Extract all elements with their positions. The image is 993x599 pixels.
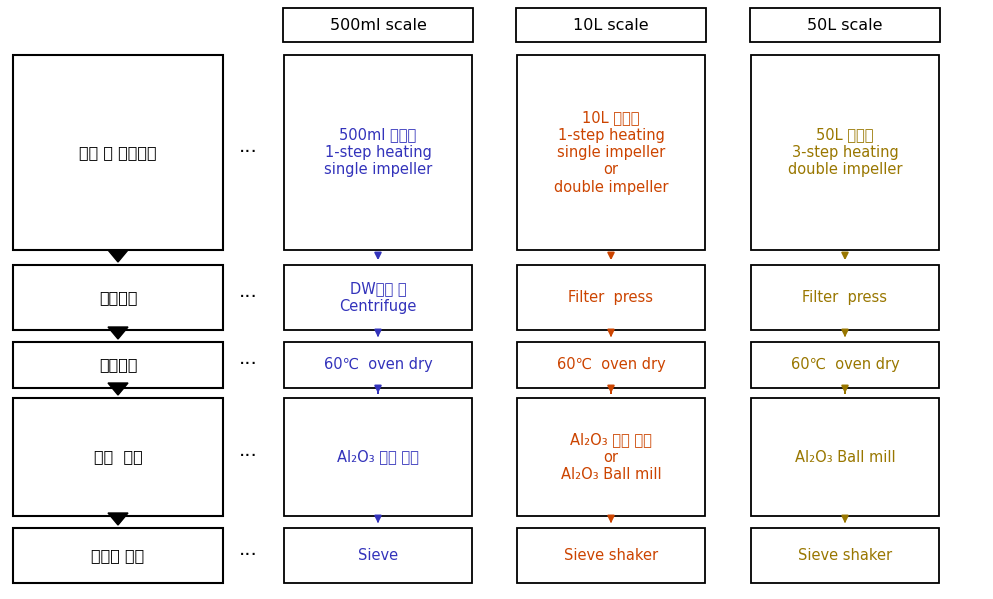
Text: ···: ··· — [238, 447, 257, 467]
Text: Sieve: Sieve — [357, 548, 398, 563]
Bar — [751, 342, 939, 388]
Bar — [13, 342, 223, 388]
Polygon shape — [108, 327, 128, 339]
Text: 건조공정: 건조공정 — [98, 358, 137, 373]
Bar — [283, 8, 473, 42]
Bar — [284, 528, 472, 583]
Text: 세첵공정: 세첵공정 — [98, 290, 137, 305]
Text: Al₂O₃ 유발 분쁼: Al₂O₃ 유발 분쁼 — [337, 449, 419, 464]
Polygon shape — [108, 250, 128, 262]
Text: 60℃  oven dry: 60℃ oven dry — [324, 358, 432, 373]
Text: 혼합 및 숙성공정: 혼합 및 숙성공정 — [79, 145, 157, 160]
Text: DW세첵 및
Centrifuge: DW세첵 및 Centrifuge — [340, 282, 417, 314]
Text: ···: ··· — [238, 355, 257, 374]
Text: 분쁼  공정: 분쁼 공정 — [93, 449, 142, 464]
Bar — [750, 8, 940, 42]
Bar — [284, 398, 472, 516]
Bar — [517, 342, 705, 388]
Text: 500ml scale: 500ml scale — [330, 17, 426, 32]
Text: 50L 반응조
3-step heating
double impeller: 50L 반응조 3-step heating double impeller — [787, 128, 903, 177]
Bar — [284, 265, 472, 330]
Text: Filter  press: Filter press — [802, 290, 888, 305]
Bar — [751, 528, 939, 583]
Text: Sieve shaker: Sieve shaker — [564, 548, 658, 563]
Text: 60℃  oven dry: 60℃ oven dry — [790, 358, 900, 373]
Text: 50L scale: 50L scale — [807, 17, 883, 32]
Text: 10L 반응조
1-step heating
single impeller
or
double impeller: 10L 반응조 1-step heating single impeller o… — [554, 110, 668, 195]
Text: Filter  press: Filter press — [569, 290, 653, 305]
Polygon shape — [108, 383, 128, 395]
Bar — [517, 55, 705, 250]
Text: ···: ··· — [238, 143, 257, 162]
Polygon shape — [108, 513, 128, 525]
Bar — [284, 55, 472, 250]
Text: ···: ··· — [238, 546, 257, 565]
Bar — [517, 265, 705, 330]
Text: ···: ··· — [238, 288, 257, 307]
Bar — [751, 55, 939, 250]
Bar — [13, 55, 223, 250]
Text: 500ml 반응조
1-step heating
single impeller: 500ml 반응조 1-step heating single impeller — [324, 128, 432, 177]
Bar — [13, 265, 223, 330]
Bar — [517, 398, 705, 516]
Bar — [284, 342, 472, 388]
Bar — [751, 398, 939, 516]
Bar — [13, 398, 223, 516]
Text: 체거름 공정: 체거름 공정 — [91, 548, 145, 563]
Bar — [13, 528, 223, 583]
Bar — [751, 265, 939, 330]
Text: 60℃  oven dry: 60℃ oven dry — [557, 358, 665, 373]
Text: Al₂O₃ Ball mill: Al₂O₃ Ball mill — [794, 449, 896, 464]
Text: Sieve shaker: Sieve shaker — [798, 548, 892, 563]
Text: 10L scale: 10L scale — [573, 17, 648, 32]
Bar — [517, 528, 705, 583]
Text: Al₂O₃ 유발 분쁼
or
Al₂O₃ Ball mill: Al₂O₃ 유발 분쁼 or Al₂O₃ Ball mill — [561, 432, 661, 482]
Bar — [516, 8, 706, 42]
